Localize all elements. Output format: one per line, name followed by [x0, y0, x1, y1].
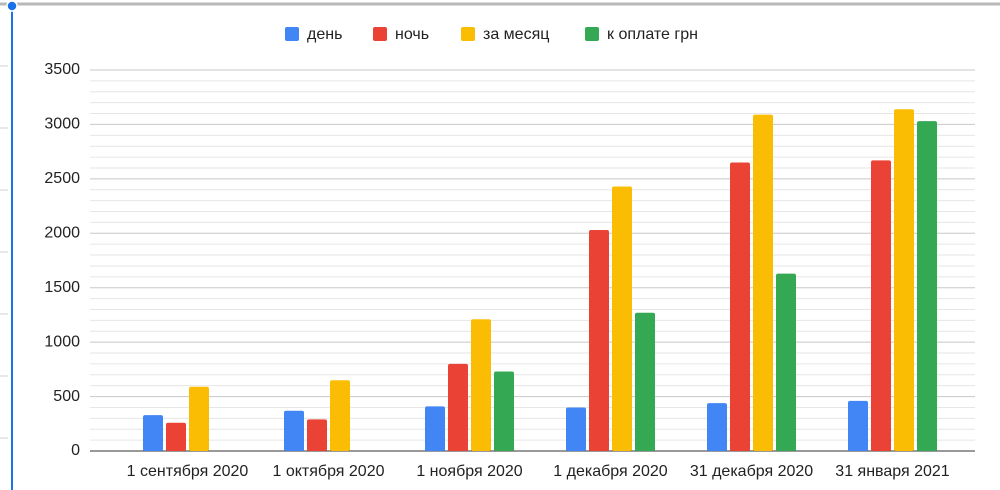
bar	[471, 319, 491, 451]
legend-swatch	[585, 27, 599, 41]
bar	[612, 186, 632, 451]
y-tick-label: 3000	[44, 116, 80, 133]
bar	[753, 114, 773, 451]
y-tick-label: 2000	[44, 225, 80, 242]
bar	[730, 162, 750, 451]
legend-label: день	[307, 26, 342, 43]
y-tick-label: 0	[71, 442, 80, 459]
legend-label: ночь	[395, 26, 429, 43]
bar	[566, 407, 586, 451]
x-tick-label: 1 сентября 2020	[127, 463, 249, 480]
x-tick-label: 1 октября 2020	[273, 463, 385, 480]
y-tick-label: 1000	[44, 333, 80, 350]
bar	[917, 121, 937, 452]
x-tick-label: 1 ноября 2020	[416, 463, 522, 480]
y-tick-label: 2500	[44, 170, 80, 187]
bar	[871, 160, 891, 451]
x-tick-label: 1 декабря 2020	[553, 463, 668, 480]
sheet-rows	[0, 65, 8, 439]
bar	[707, 403, 727, 451]
bar	[894, 109, 914, 451]
bar	[448, 363, 468, 451]
legend-label: к оплате грн	[607, 26, 698, 43]
bar	[589, 230, 609, 451]
bar	[848, 400, 868, 451]
bar	[166, 422, 186, 451]
x-tick-label: 31 января 2021	[835, 463, 949, 480]
legend-label: за месяц	[483, 26, 549, 43]
bar	[307, 419, 327, 451]
bar	[284, 410, 304, 451]
bar	[494, 371, 514, 451]
y-tick-label: 3500	[44, 61, 80, 78]
bar	[776, 273, 796, 451]
bar	[635, 312, 655, 451]
bar	[189, 386, 209, 451]
legend-swatch	[461, 27, 475, 41]
bar	[330, 380, 350, 451]
selection-handle[interactable]	[6, 0, 18, 12]
y-tick-label: 500	[53, 388, 80, 405]
legend-swatch	[285, 27, 299, 41]
bar	[143, 415, 163, 451]
bar	[425, 406, 445, 451]
y-tick-label: 1500	[44, 279, 80, 296]
legend-swatch	[373, 27, 387, 41]
x-tick-label: 31 декабря 2020	[690, 463, 813, 480]
